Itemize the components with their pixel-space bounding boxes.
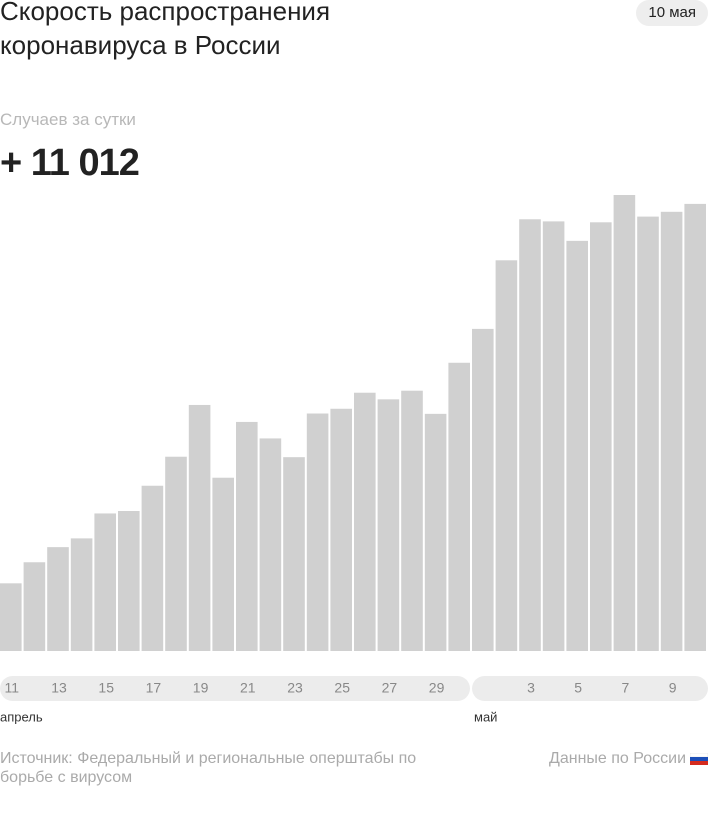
x-tick-label: 21: [240, 680, 256, 696]
bar: [47, 547, 69, 651]
region-note: Данные по России: [549, 750, 686, 767]
headline: + 11 012: [0, 142, 140, 184]
bar: [377, 399, 400, 651]
chart-title: Скорость распространения коронавируса в …: [0, 0, 331, 60]
x-tick-label: 3: [527, 680, 535, 696]
bar: [236, 421, 258, 651]
bar: [283, 457, 305, 651]
subtitle: Случаев за сутки: [0, 110, 136, 129]
x-tick-label: 13: [51, 680, 67, 696]
x-tick-label: 27: [382, 680, 398, 696]
bar: [566, 240, 588, 652]
bar: [613, 195, 636, 651]
bar: [448, 362, 470, 651]
bar: [259, 438, 282, 651]
x-tick-label: 5: [574, 680, 582, 696]
x-tick-label: 15: [98, 680, 114, 696]
month-band: [472, 676, 708, 701]
x-tick-label: 9: [669, 680, 677, 696]
bar: [660, 211, 683, 651]
bar: [424, 413, 447, 651]
bar: [542, 221, 565, 651]
x-tick-label: 11: [5, 680, 20, 696]
x-tick-label: 7: [622, 680, 630, 696]
bar: [188, 404, 211, 651]
date-badge: 10 мая: [636, 0, 708, 26]
bar: [306, 413, 329, 651]
bar: [330, 408, 352, 651]
bar: [23, 562, 46, 651]
month-label: апрель: [0, 709, 43, 724]
bar: [637, 216, 659, 651]
bar: [94, 513, 116, 651]
bar: [354, 392, 376, 651]
bar: [684, 203, 706, 651]
bar: [165, 456, 187, 651]
x-tick-label: 29: [429, 680, 445, 696]
bar: [472, 328, 494, 651]
flag-icon: [690, 753, 708, 765]
bar: [0, 583, 22, 651]
month-label: май: [474, 709, 497, 724]
x-tick-label: 19: [193, 680, 209, 696]
bar: [118, 511, 140, 651]
month-band: [0, 676, 470, 701]
bar: [590, 222, 612, 651]
bar: [401, 390, 423, 651]
bar: [70, 538, 93, 651]
bar: [519, 219, 541, 651]
x-tick-label: 17: [146, 680, 162, 696]
bar: [212, 477, 234, 651]
bar: [141, 485, 164, 651]
x-tick-label: 23: [287, 680, 303, 696]
source: Источник: Федеральный и региональные опе…: [0, 750, 417, 786]
bar: [495, 260, 518, 651]
x-tick-label: 25: [334, 680, 350, 696]
